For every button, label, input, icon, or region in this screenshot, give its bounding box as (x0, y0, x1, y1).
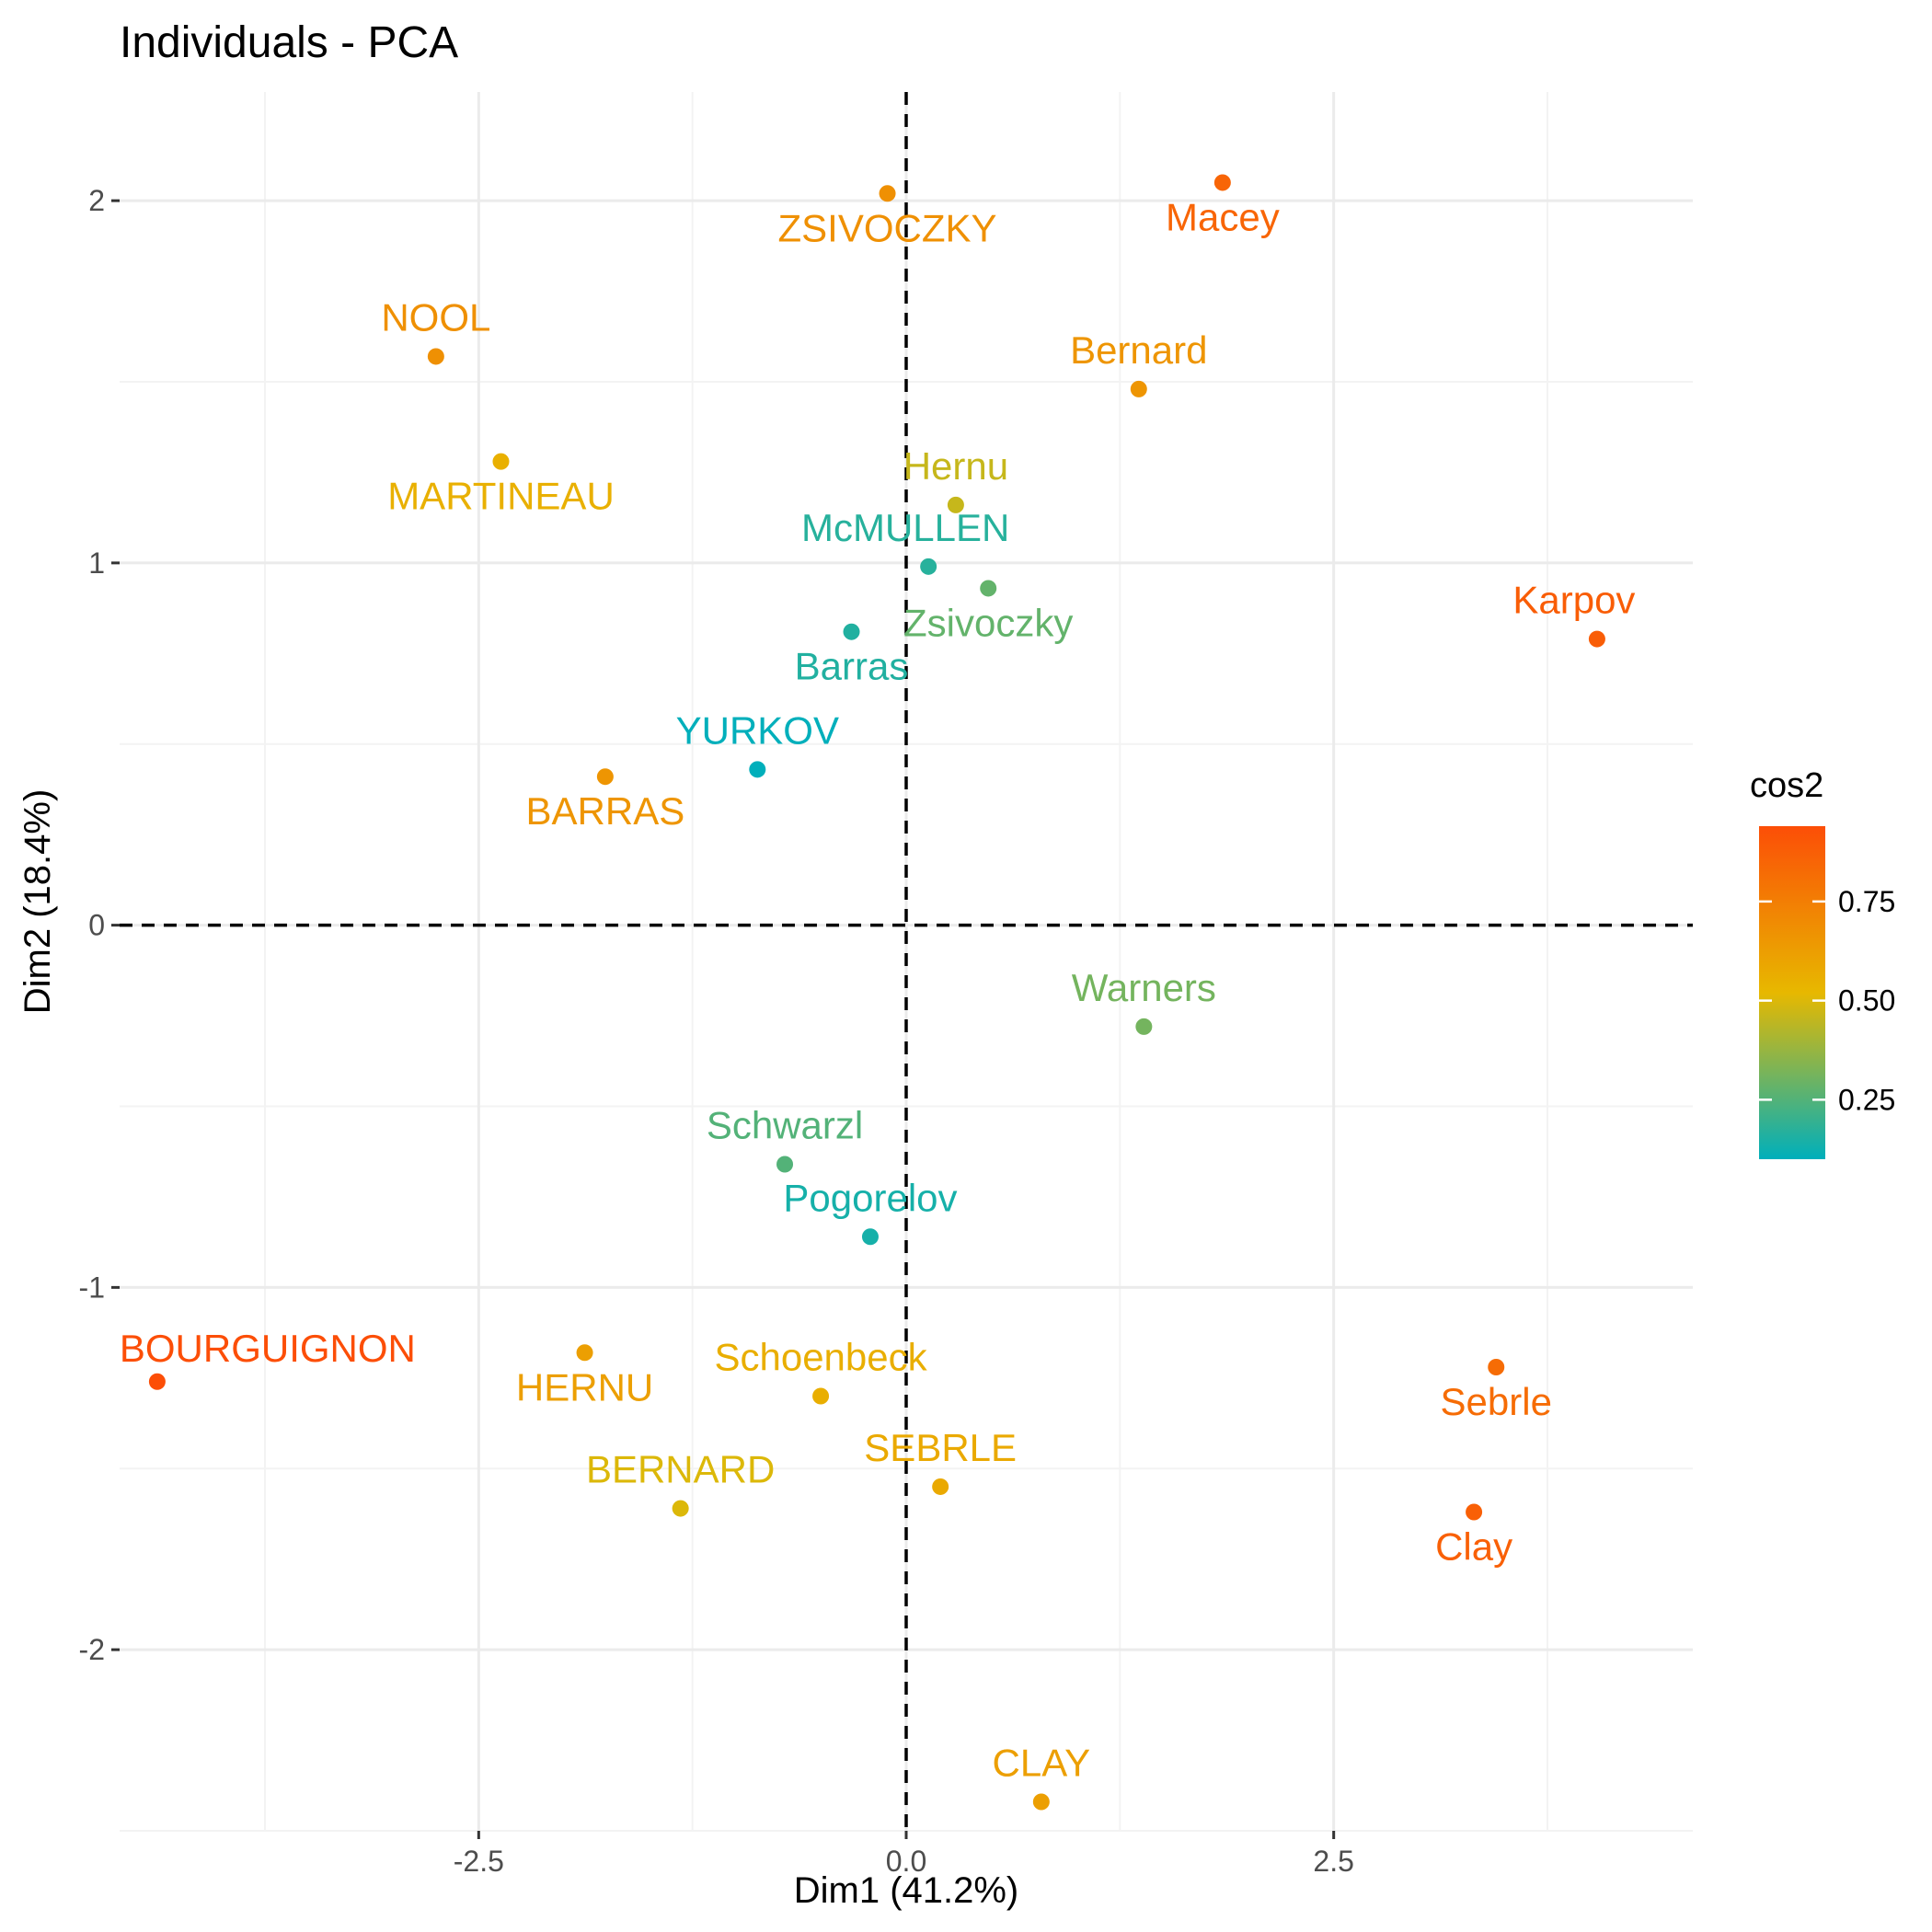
chart-title: Individuals - PCA (120, 18, 458, 67)
point-label: CLAY (993, 1742, 1091, 1785)
x-tick-label: 0.0 (886, 1845, 926, 1878)
data-points (148, 174, 1605, 1811)
data-point (1213, 174, 1231, 191)
reference-lines (120, 92, 1693, 1831)
point-label: ZSIVOCZKY (778, 206, 997, 249)
data-point (879, 185, 896, 202)
data-point (492, 453, 510, 470)
x-axis-ticks: -2.5 0.0 2.5 (454, 1831, 1354, 1878)
point-label: BARRAS (526, 789, 685, 833)
point-label: Schoenbeck (714, 1336, 927, 1379)
legend-tick-label: 0.50 (1838, 984, 1895, 1018)
legend-tick-label: 0.75 (1838, 885, 1895, 918)
x-tick-label: 2.5 (1313, 1845, 1353, 1878)
data-point (749, 761, 766, 778)
point-label: Barras (795, 645, 909, 688)
point-label: NOOL (381, 295, 490, 339)
point-label: Karpov (1512, 579, 1635, 622)
y-tick-label: 2 (88, 184, 105, 217)
point-label: Bernard (1070, 328, 1207, 372)
y-tick-label: 0 (88, 909, 105, 942)
y-tick-label: 1 (88, 546, 105, 580)
data-point (596, 768, 614, 786)
data-point (1032, 1793, 1050, 1811)
y-axis-title: Dim2 (18.4%) (17, 789, 58, 1015)
data-point (1135, 1018, 1153, 1035)
point-label: HERNU (516, 1365, 653, 1409)
data-point (1488, 1359, 1505, 1375)
color-legend: cos2 0.25 0.50 0.75 (1750, 766, 1895, 1159)
point-label: Schwarzl (707, 1104, 863, 1147)
x-axis-title: Dim1 (41.2%) (794, 1870, 1019, 1911)
point-label: Warners (1072, 966, 1216, 1009)
data-point (427, 348, 444, 365)
data-point (776, 1156, 794, 1173)
data-point (861, 1228, 879, 1246)
data-point (920, 558, 937, 575)
data-point (1130, 380, 1147, 397)
y-tick-label: -2 (79, 1633, 105, 1666)
data-point (947, 496, 964, 513)
point-label: Sebrle (1441, 1380, 1552, 1423)
x-tick-label: -2.5 (454, 1845, 504, 1878)
point-label: Pogorelov (783, 1176, 957, 1219)
data-point (672, 1500, 689, 1517)
point-label: Zsivoczky (903, 601, 1073, 644)
data-point (1588, 630, 1605, 648)
point-label: BERNARD (586, 1448, 775, 1491)
point-label: Clay (1435, 1525, 1512, 1569)
legend-title: cos2 (1750, 766, 1823, 805)
point-label: BOURGUIGNON (120, 1327, 416, 1370)
point-label: YURKOV (676, 708, 839, 752)
point-labels: ZSIVOCZKY Macey NOOL Bernard MARTINEAU Hernu M… (120, 195, 1636, 1784)
legend-colorbar (1759, 826, 1825, 1159)
data-point (980, 580, 997, 597)
point-label: MARTINEAU (387, 475, 615, 518)
data-point (843, 623, 860, 640)
point-label: SEBRLE (864, 1426, 1017, 1469)
data-point (576, 1344, 593, 1362)
point-label: Hernu (903, 444, 1008, 488)
legend-ticks: 0.25 0.50 0.75 (1759, 885, 1895, 1116)
data-point (812, 1387, 830, 1405)
data-point (932, 1478, 949, 1495)
point-label: McMULLEN (801, 506, 1009, 549)
data-point (1466, 1503, 1483, 1521)
y-tick-label: -1 (79, 1271, 105, 1304)
legend-tick-label: 0.25 (1838, 1083, 1895, 1116)
y-axis-ticks: -2 -1 0 1 2 (79, 184, 120, 1666)
data-point (148, 1373, 166, 1390)
point-label: Macey (1166, 195, 1280, 238)
